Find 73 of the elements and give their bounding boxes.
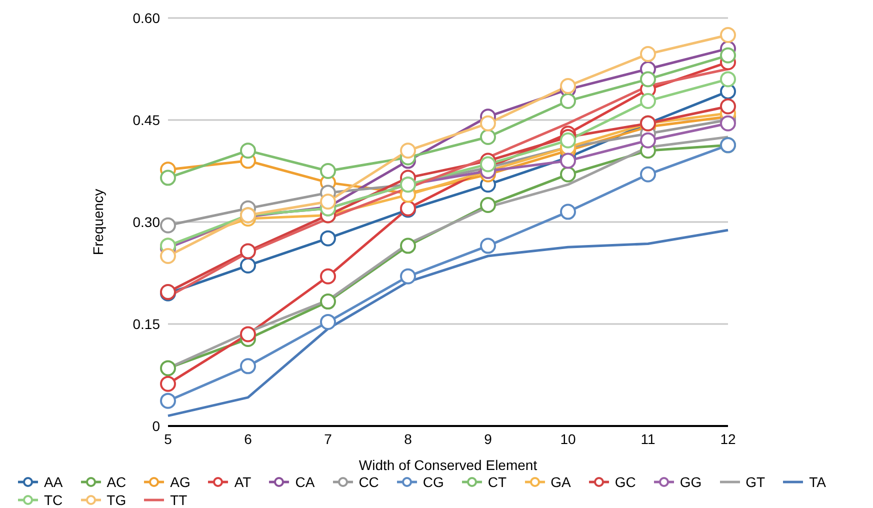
point	[400, 238, 416, 254]
point	[560, 78, 576, 94]
x-tick-label: 12	[720, 430, 736, 447]
point	[560, 204, 576, 220]
point	[240, 358, 256, 374]
point	[720, 98, 736, 114]
point	[560, 152, 576, 169]
y-tick-label: 0	[152, 418, 160, 434]
point	[480, 129, 496, 145]
point	[480, 197, 496, 213]
point	[320, 163, 336, 179]
point	[240, 142, 256, 159]
x-tick-label: 5	[164, 430, 172, 447]
point	[720, 71, 736, 88]
point	[560, 166, 576, 182]
point	[320, 230, 336, 246]
point	[480, 238, 496, 254]
legend-label: GG	[680, 474, 702, 490]
point	[240, 243, 256, 260]
point	[640, 71, 656, 88]
legend-label: GA	[550, 474, 571, 490]
x-tick-label: 9	[484, 430, 492, 447]
legend-label: CT	[488, 474, 507, 490]
point	[320, 314, 336, 330]
legend-label: AT	[234, 474, 252, 490]
y-tick-label: 0.45	[132, 112, 160, 128]
point	[240, 326, 256, 342]
legend-label: AA	[44, 474, 63, 490]
legend-label: TT	[170, 492, 188, 508]
legend-label: CG	[422, 474, 444, 490]
point	[480, 115, 496, 132]
point	[320, 194, 336, 210]
point	[720, 115, 736, 132]
point	[320, 294, 336, 310]
point	[320, 268, 336, 284]
x-tick-label: 7	[324, 430, 332, 447]
y-axis-title: Frequency	[90, 188, 106, 256]
line-series	[166, 228, 730, 418]
x-tick-label: 10	[560, 430, 576, 447]
legend-label: GT	[746, 474, 766, 490]
point	[400, 142, 416, 159]
point	[160, 170, 176, 186]
x-axis-title: Width of Conserved Element	[358, 457, 538, 473]
point	[160, 376, 176, 392]
point	[160, 360, 176, 376]
point	[640, 132, 656, 148]
x-tick-label: 6	[244, 430, 252, 447]
point	[640, 46, 656, 62]
point	[160, 392, 176, 409]
point	[400, 268, 416, 284]
legend-label: TC	[44, 492, 63, 508]
y-tick-label: 0.15	[132, 316, 160, 332]
x-tick-label: 8	[404, 430, 412, 447]
point	[640, 92, 656, 109]
point	[160, 217, 176, 234]
legend-label: AC	[106, 474, 126, 490]
point	[560, 132, 576, 148]
legend-label: GC	[614, 474, 636, 490]
point	[640, 166, 656, 182]
legend-label: CC	[358, 474, 379, 490]
legend-label: TG	[106, 492, 126, 508]
point	[560, 92, 576, 109]
y-tick-label: 0.30	[132, 214, 160, 230]
point	[240, 258, 256, 274]
legend-label: TA	[809, 474, 826, 490]
point	[720, 27, 736, 43]
legend-label: AG	[170, 474, 190, 490]
point	[480, 156, 496, 172]
point	[160, 248, 176, 264]
x-tick-label: 11	[640, 430, 656, 447]
y-tick-label: 0.60	[132, 10, 160, 26]
point	[720, 47, 736, 64]
legend-label: CA	[295, 474, 315, 490]
